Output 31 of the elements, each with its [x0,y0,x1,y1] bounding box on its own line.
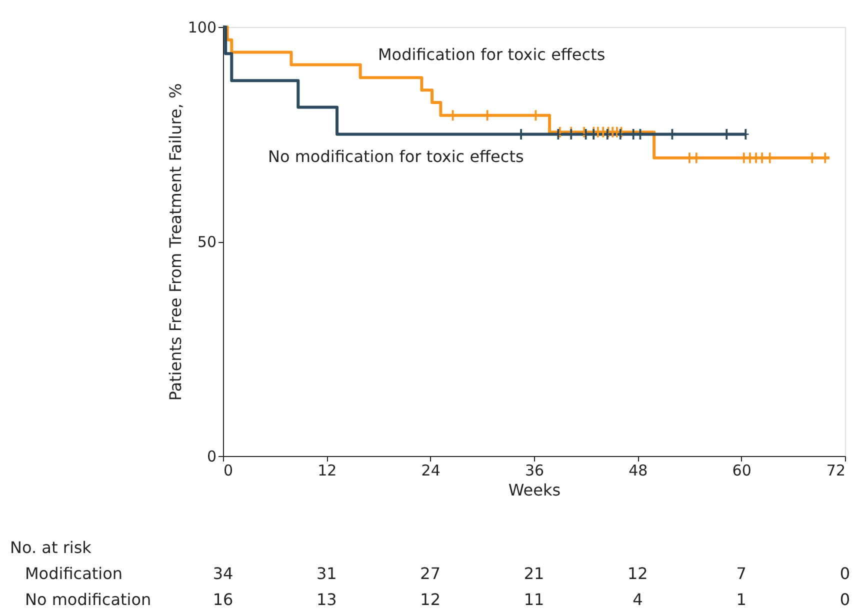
y-tick-label: 50 [197,233,216,251]
x-axis-title: Weeks [508,480,561,500]
text: 12 [420,590,441,609]
y-tick-label: 100 [188,18,216,36]
x-tick-label: 60 [732,462,752,480]
text: 1 [736,590,746,609]
y-tick-label: 0 [206,448,216,466]
x-tick-label: 72 [826,462,846,480]
y-axis-title: Patients Free From Treatment Failure, % [166,83,185,401]
text: 16 [212,590,234,609]
text: 0 [840,564,850,583]
text: 0 [840,590,850,609]
text: No. at risk [10,538,92,557]
text: 27 [420,564,441,583]
x-tick-label: 24 [421,462,440,480]
x-tick-label: 12 [318,462,337,480]
text: Modification [25,564,123,583]
x-tick-label: 48 [628,462,648,480]
series-label: No modification for toxic effects [268,147,524,166]
text: 13 [316,590,337,609]
text: 12 [627,564,648,583]
text: 4 [632,590,643,609]
text: 31 [316,564,337,583]
text: 11 [524,590,544,609]
text: 34 [212,564,234,583]
x-tick-label: 0 [224,462,234,480]
series-label: Modification for toxic effects [378,45,606,64]
text: 7 [736,564,746,583]
text: No modification [25,590,152,609]
text: 21 [524,564,544,583]
x-tick-label: 36 [524,462,544,480]
